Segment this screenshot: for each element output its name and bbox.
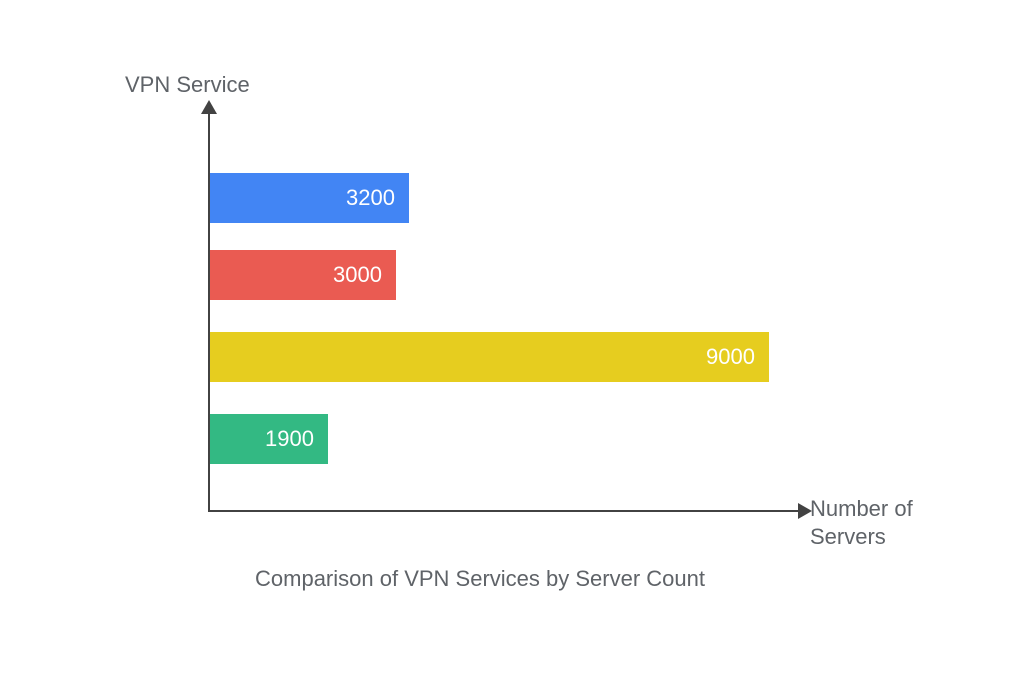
chart-title: Comparison of VPN Services by Server Cou… [245, 565, 715, 594]
bar-value-label: 9000 [706, 344, 755, 370]
y-axis-arrowhead [201, 100, 217, 114]
bar-value-label: 3000 [333, 262, 382, 288]
x-axis-line [208, 510, 800, 512]
bar-cyberghost: 9000 [210, 332, 769, 382]
x-axis-title: Number of Servers [810, 495, 950, 550]
bar-expressvpn: 3000 [210, 250, 396, 300]
y-axis-title: VPN Service [125, 72, 250, 98]
bar-surfshark: 3200 [210, 173, 409, 223]
vpn-server-bar-chart: VPN Service Surfshark VPN 3200 ExpressVP… [0, 0, 1024, 697]
bar-protonvpn: 1900 [210, 414, 328, 464]
bar-value-label: 1900 [265, 426, 314, 452]
bar-value-label: 3200 [346, 185, 395, 211]
